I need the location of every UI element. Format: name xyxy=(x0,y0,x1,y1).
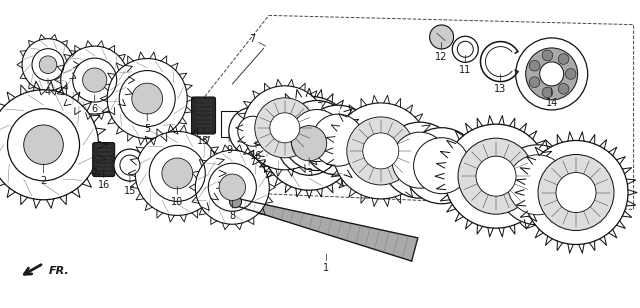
Circle shape xyxy=(525,48,578,100)
Text: 15: 15 xyxy=(197,127,210,146)
Circle shape xyxy=(108,59,188,139)
Text: 5: 5 xyxy=(144,113,150,134)
Text: 14: 14 xyxy=(545,88,558,108)
Circle shape xyxy=(0,90,99,200)
Circle shape xyxy=(291,110,343,161)
Circle shape xyxy=(565,69,576,79)
Circle shape xyxy=(24,125,63,164)
Text: FR.: FR. xyxy=(49,266,69,276)
Circle shape xyxy=(135,132,220,215)
Text: 10: 10 xyxy=(171,186,184,207)
Circle shape xyxy=(556,172,596,213)
Text: 6: 6 xyxy=(92,95,98,114)
Circle shape xyxy=(132,83,163,114)
Text: 16: 16 xyxy=(250,141,262,161)
Circle shape xyxy=(524,140,628,245)
Circle shape xyxy=(558,54,569,64)
Circle shape xyxy=(83,68,107,92)
Circle shape xyxy=(558,83,569,94)
Circle shape xyxy=(195,150,269,224)
Circle shape xyxy=(404,128,479,204)
Circle shape xyxy=(516,38,588,110)
Text: 12: 12 xyxy=(435,43,448,62)
Circle shape xyxy=(498,145,578,225)
Circle shape xyxy=(229,107,277,155)
Circle shape xyxy=(270,113,300,143)
Circle shape xyxy=(219,174,246,201)
Text: 7: 7 xyxy=(250,34,266,46)
Circle shape xyxy=(542,87,553,98)
Text: 1: 1 xyxy=(323,254,330,273)
Circle shape xyxy=(333,103,429,199)
Circle shape xyxy=(429,25,454,49)
Circle shape xyxy=(262,96,356,190)
Circle shape xyxy=(22,39,74,91)
Text: 8: 8 xyxy=(229,200,236,221)
Circle shape xyxy=(452,36,478,62)
Circle shape xyxy=(457,41,474,57)
Circle shape xyxy=(39,56,57,74)
Circle shape xyxy=(538,155,614,230)
Polygon shape xyxy=(235,198,418,261)
Circle shape xyxy=(61,46,129,114)
Circle shape xyxy=(230,196,241,208)
Text: 13: 13 xyxy=(494,74,507,94)
Circle shape xyxy=(114,149,146,181)
Text: 16: 16 xyxy=(97,170,110,190)
Text: 15: 15 xyxy=(124,176,136,196)
FancyBboxPatch shape xyxy=(191,97,216,134)
Circle shape xyxy=(458,138,534,214)
Circle shape xyxy=(238,116,268,146)
Circle shape xyxy=(255,98,315,158)
Circle shape xyxy=(529,60,540,71)
Circle shape xyxy=(363,133,399,169)
Circle shape xyxy=(382,122,458,198)
Circle shape xyxy=(243,86,327,170)
Text: 2: 2 xyxy=(40,164,47,185)
Circle shape xyxy=(529,77,540,87)
Circle shape xyxy=(508,155,568,215)
Text: 4: 4 xyxy=(45,79,51,97)
Circle shape xyxy=(292,126,327,161)
Text: 3: 3 xyxy=(306,158,312,178)
Circle shape xyxy=(162,158,193,189)
FancyBboxPatch shape xyxy=(93,143,115,176)
Text: 11: 11 xyxy=(459,55,472,75)
Text: 9: 9 xyxy=(226,135,232,155)
Circle shape xyxy=(312,114,364,166)
Circle shape xyxy=(282,100,352,171)
Circle shape xyxy=(347,117,415,185)
Circle shape xyxy=(303,105,373,175)
Circle shape xyxy=(444,124,548,228)
Circle shape xyxy=(392,132,448,188)
Bar xyxy=(221,111,237,137)
Circle shape xyxy=(542,50,553,61)
Circle shape xyxy=(120,155,140,175)
Circle shape xyxy=(476,156,516,196)
Circle shape xyxy=(540,62,564,86)
Circle shape xyxy=(413,138,470,194)
